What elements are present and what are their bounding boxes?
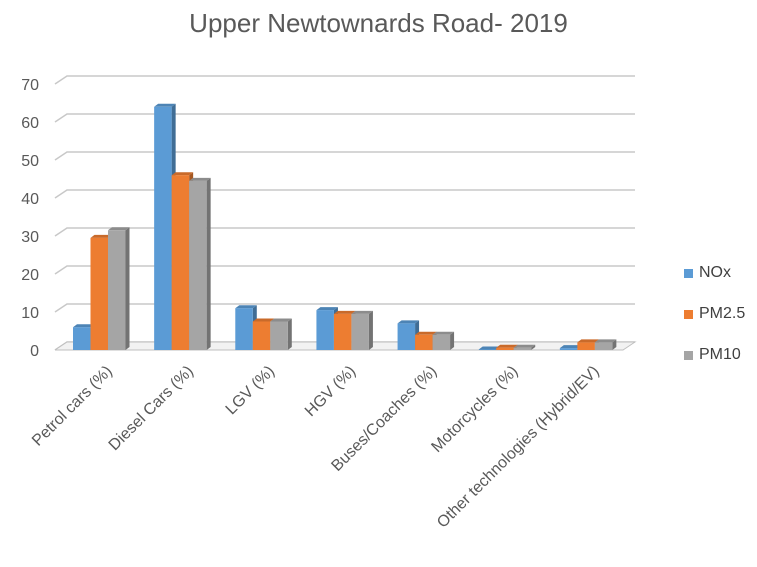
gridline: [54, 303, 635, 313]
bar-pm10-6: [594, 339, 617, 350]
x-tick-label: Other technologies (Hybrid/EV): [434, 363, 603, 532]
x-tick-label: HGV (%): [302, 363, 359, 420]
gridline: [54, 265, 635, 275]
legend-swatch: [684, 309, 693, 319]
bar-pm10-0: [108, 227, 130, 350]
y-tick-label: 20: [21, 267, 39, 284]
gridline: [54, 113, 635, 123]
y-tick-label: 70: [21, 77, 39, 94]
gridline: [54, 227, 635, 237]
bar-pm10-5: [513, 344, 536, 350]
x-tick-label: LGV (%): [223, 363, 278, 418]
y-tick-label: 0: [30, 343, 39, 360]
bar-pm10-2: [270, 318, 292, 350]
gridline: [54, 189, 635, 199]
y-tick-label: 10: [21, 305, 39, 322]
legend-swatch: [684, 350, 693, 360]
y-tick-label: 40: [21, 191, 39, 208]
bar-pm10-4: [432, 331, 455, 350]
legend-swatch: [684, 268, 693, 278]
bar-pm10-1: [189, 177, 211, 350]
legend-label: PM2.5: [699, 305, 746, 322]
x-tick-label: Petrol cars (%): [29, 363, 116, 450]
legend-item: PM10: [684, 345, 745, 365]
legend-item: NOx: [684, 263, 745, 283]
x-tick-label: Motorcycles (%): [428, 363, 521, 456]
legend-label: NOx: [699, 264, 731, 281]
y-tick-label: 60: [21, 115, 39, 132]
gridline: [54, 151, 635, 161]
chart-title: Upper Newtownards Road- 2019: [189, 8, 568, 38]
bar-pm10-3: [351, 310, 373, 350]
y-tick-label: 30: [21, 229, 39, 246]
gridline: [54, 75, 635, 85]
x-tick-label: Diesel Cars (%): [106, 363, 197, 454]
legend-item: PM2.5: [684, 304, 745, 324]
legend: NOx PM2.5 PM10: [684, 263, 745, 386]
legend-label: PM10: [699, 346, 741, 363]
y-tick-label: 50: [21, 153, 39, 170]
